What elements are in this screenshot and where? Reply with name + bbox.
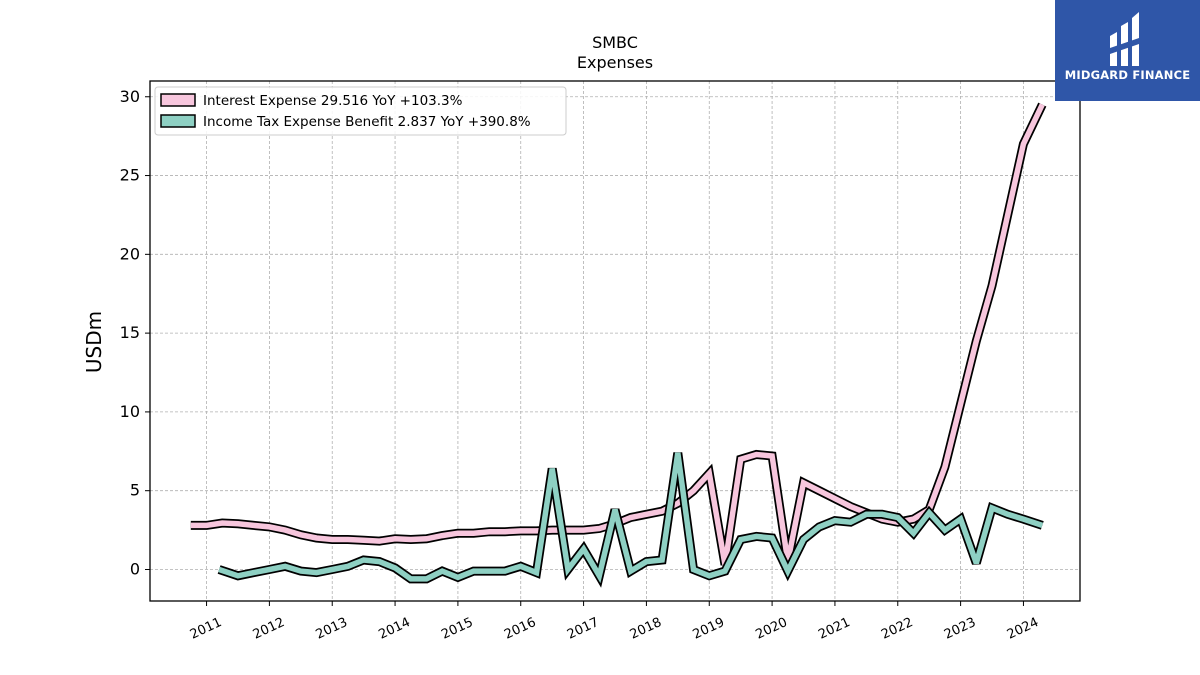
legend-label-interest-expense: Interest Expense 29.516 YoY +103.3% — [203, 93, 463, 109]
y-tick-label: 15 — [120, 323, 140, 342]
x-tick-label: 2023 — [942, 615, 978, 643]
series-line — [218, 452, 1044, 584]
y-tick-label: 5 — [130, 481, 140, 500]
legend: Interest Expense 29.516 YoY +103.3% Inco… — [154, 86, 567, 136]
x-tick-label: 2019 — [691, 615, 727, 643]
y-tick-label: 25 — [120, 166, 140, 185]
series-layer — [190, 102, 1047, 588]
chart-subtitle: Expenses — [577, 53, 653, 72]
x-tick-label: 2016 — [502, 615, 538, 643]
series-1 — [217, 452, 1044, 588]
legend-box — [154, 86, 567, 136]
y-tick-label: 20 — [120, 244, 140, 263]
y-tick-label: 30 — [120, 87, 140, 106]
y-axis-label: USDm — [82, 311, 106, 373]
x-tick-label: 2013 — [314, 615, 350, 643]
grid — [150, 81, 1080, 601]
midgard-logo-icon — [1110, 12, 1139, 66]
x-tick-label: 2015 — [439, 615, 475, 643]
chart-title: SMBC — [592, 33, 638, 52]
series-line — [190, 103, 1045, 566]
legend-label-income-tax: Income Tax Expense Benefit 2.837 YoY +39… — [203, 114, 531, 130]
midgard-finance-logo: MIDGARD FINANCE — [1055, 0, 1200, 101]
x-tick-label: 2014 — [376, 615, 412, 643]
logo-text: MIDGARD FINANCE — [1064, 68, 1191, 82]
x-tick-label: 2024 — [1005, 615, 1041, 643]
x-tick-label: 2020 — [753, 615, 789, 643]
x-tick-label: 2017 — [565, 615, 601, 643]
y-tick-label: 0 — [130, 559, 140, 578]
plot-frame — [149, 80, 1081, 602]
y-tick-label: 10 — [120, 402, 140, 421]
x-tick-label: 2022 — [879, 615, 915, 643]
x-tick-label: 2012 — [251, 615, 287, 643]
series-line-outline — [190, 102, 1047, 566]
x-tick-label: 2011 — [188, 615, 224, 643]
x-tick-label: 2018 — [628, 615, 664, 643]
legend-swatch-interest-expense — [160, 93, 196, 107]
x-tick-label: 2021 — [816, 615, 852, 643]
legend-swatch-income-tax — [160, 114, 196, 128]
series-0 — [190, 102, 1047, 566]
